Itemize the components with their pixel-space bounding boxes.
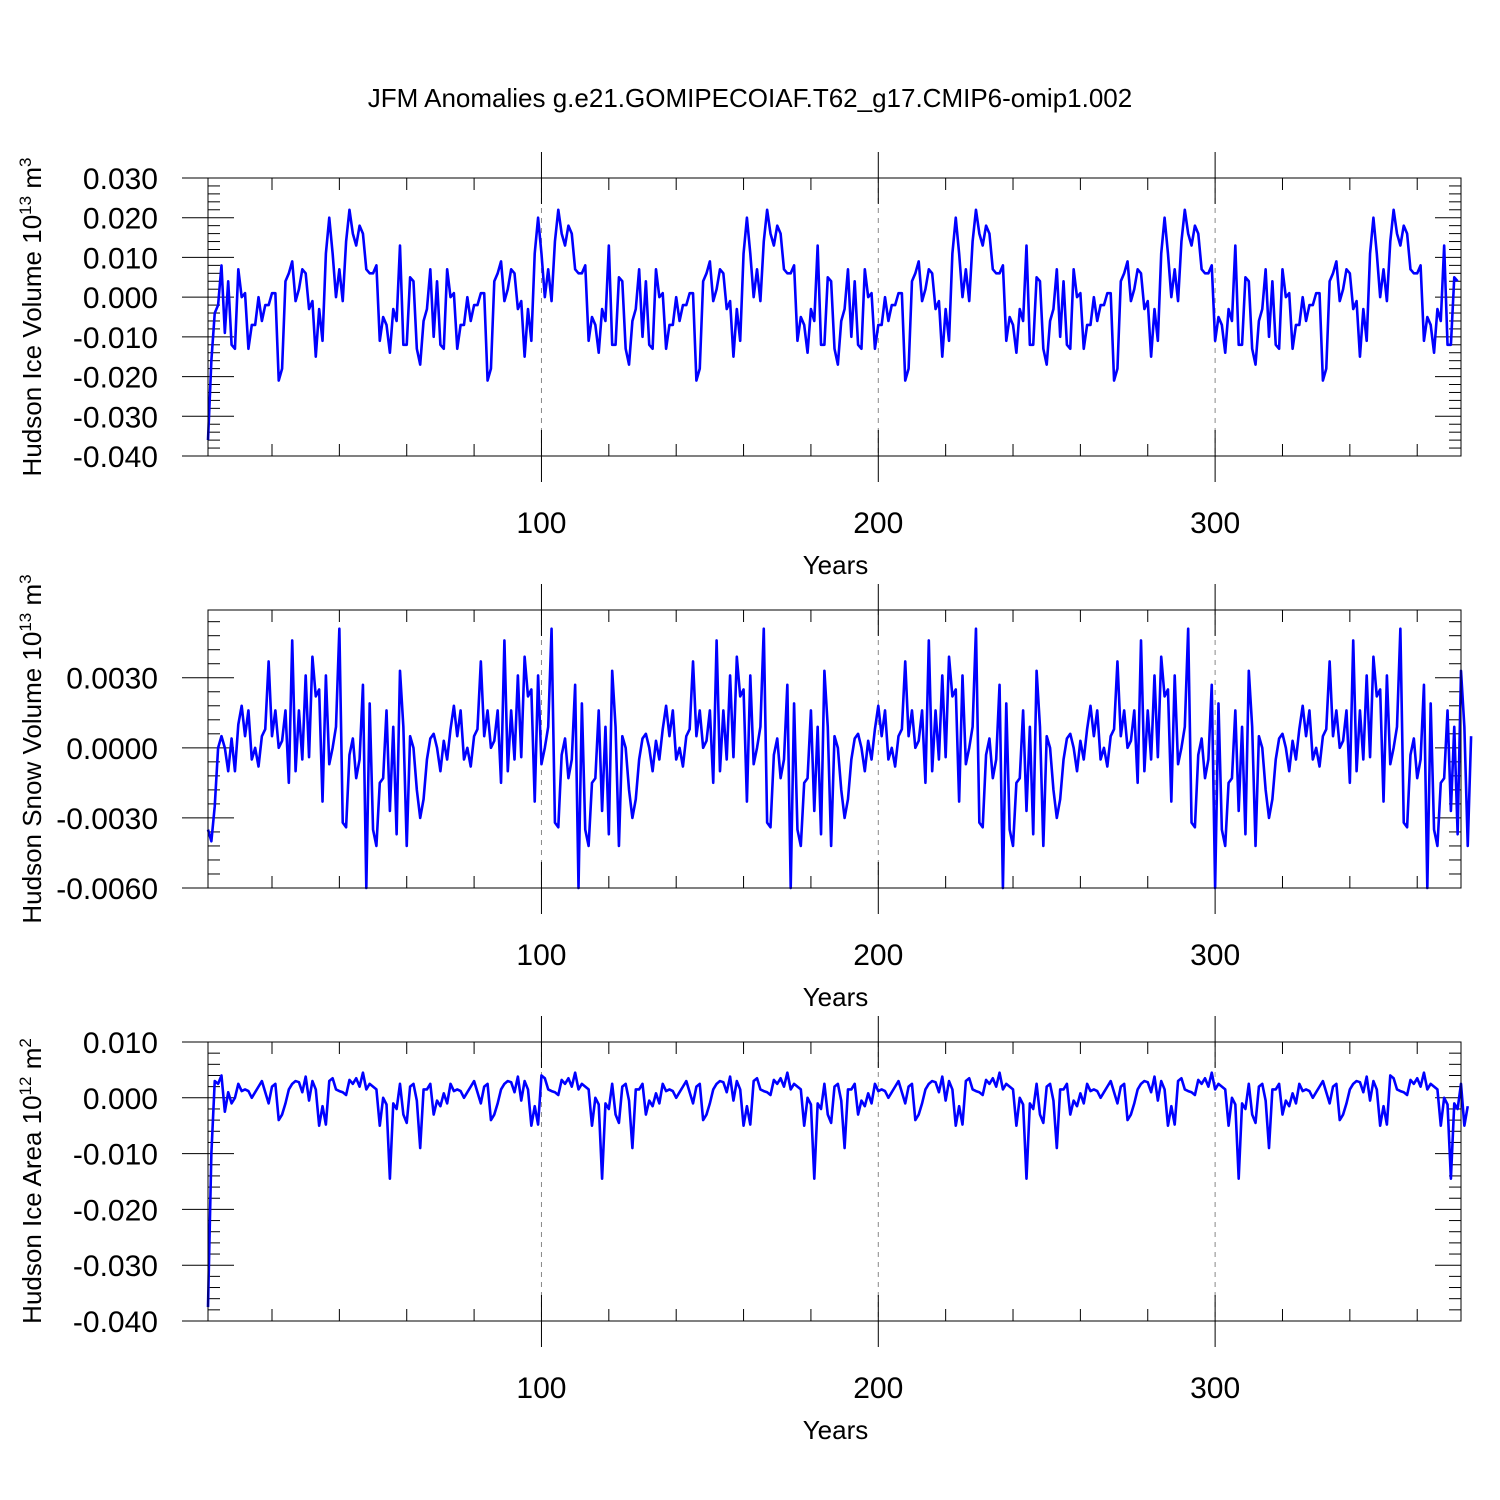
- y-tick-label: 0.0030: [66, 663, 158, 696]
- y-tick-label: -0.010: [73, 322, 158, 355]
- x-tick-label: 300: [1190, 939, 1240, 972]
- x-tick-label: 300: [1190, 1372, 1240, 1405]
- x-tick-label: 200: [853, 939, 903, 972]
- y-tick-label: 0.000: [83, 1083, 158, 1116]
- x-axis-label: Years: [803, 550, 869, 580]
- panel-3: 100 200 300 -0.040 -0.030 -0.020 -0.010 0.000 0.…: [16, 1016, 1470, 1445]
- figure-title: JFM Anomalies g.e21.GOMIPECOIAF.T62_g17.…: [368, 83, 1132, 113]
- plot-frame: [207, 609, 1462, 889]
- y-tick-label: -0.040: [73, 1306, 158, 1339]
- y-tick-label: 0.030: [83, 163, 158, 196]
- panels: 100 200 300 -0.040 -0.030 -0.020 -0.010 0.000 0.…: [16, 152, 1473, 1445]
- y-tick-label: 0.0000: [66, 733, 158, 766]
- y-tick-label: -0.0030: [56, 803, 158, 836]
- data-series-line: [206, 208, 1459, 441]
- y-tick-label: -0.010: [73, 1139, 158, 1172]
- x-axis-label: Years: [803, 1415, 869, 1445]
- y-tick-label: -0.020: [73, 362, 158, 395]
- x-tick-label: 100: [516, 939, 566, 972]
- y-tick-label: 0.010: [83, 242, 158, 275]
- y-tick-label: 0.020: [83, 203, 158, 236]
- x-tick-label: 200: [853, 1372, 903, 1405]
- data-series-line: [206, 1071, 1470, 1308]
- y-tick-label: 0.000: [83, 282, 158, 315]
- panel-2: 100 200 300 -0.0060 -0.0030 0.0000 0.0030 Years…: [16, 574, 1473, 1012]
- data-series-line: [206, 627, 1473, 890]
- y-tick-label: -0.020: [73, 1194, 158, 1227]
- panel-1: 100 200 300 -0.040 -0.030 -0.020 -0.010 0.000 0.…: [16, 152, 1462, 580]
- y-tick-label: -0.030: [73, 401, 158, 434]
- x-tick-label: 200: [853, 507, 903, 540]
- y-axis-label: Hudson Ice Area 1012 m2: [16, 1038, 47, 1324]
- y-tick-label: -0.030: [73, 1250, 158, 1283]
- plot-frame: [207, 1041, 1462, 1322]
- y-axis-label: Hudson Ice Volume 1013 m3: [16, 158, 47, 477]
- x-tick-label: 300: [1190, 507, 1240, 540]
- x-tick-label: 100: [516, 507, 566, 540]
- y-tick-label: -0.040: [73, 441, 158, 474]
- y-axis-label: Hudson Snow Volume 1013 m3: [16, 574, 47, 923]
- x-axis-label: Years: [803, 982, 869, 1012]
- x-tick-label: 100: [516, 1372, 566, 1405]
- y-tick-label: 0.010: [83, 1027, 158, 1060]
- plot-frame: [207, 177, 1462, 457]
- y-tick-label: -0.0060: [56, 873, 158, 906]
